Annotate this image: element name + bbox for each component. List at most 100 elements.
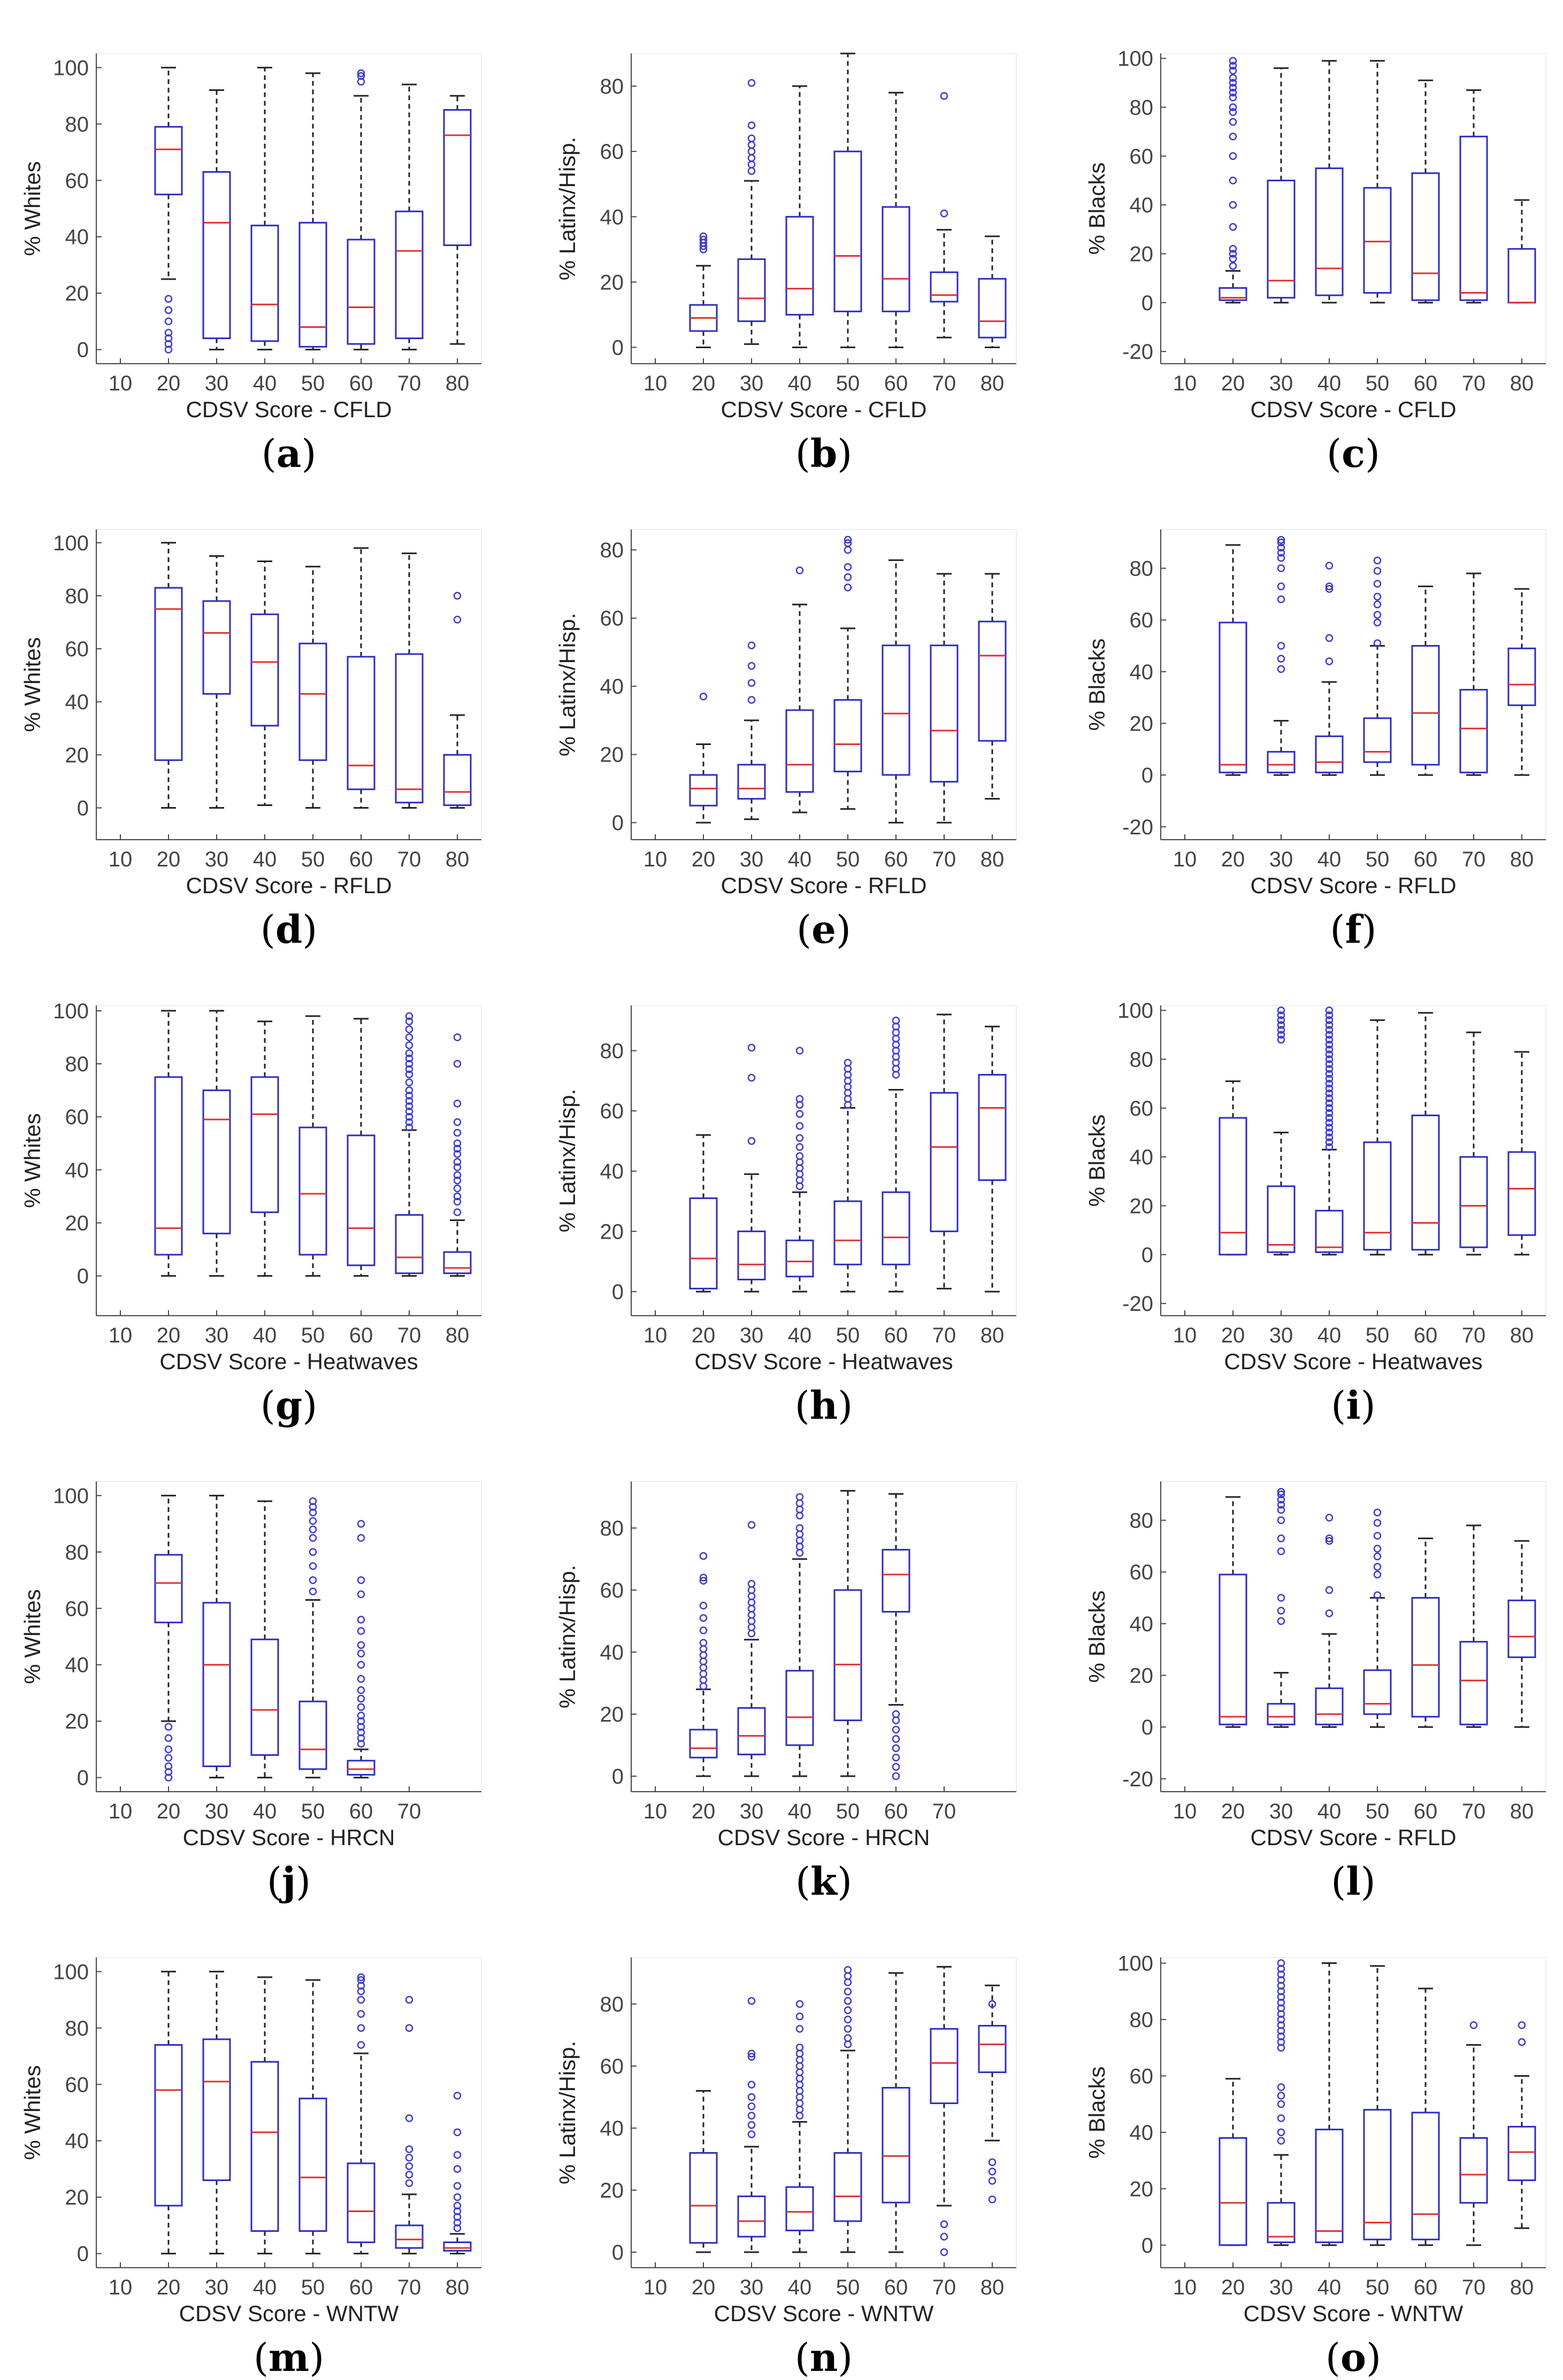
outlier-point (1277, 665, 1285, 673)
outlier-point (1277, 1026, 1285, 1034)
outlier-point (405, 1012, 413, 1020)
iqr-box (882, 206, 910, 312)
panel-a: 0 20 40 60 80 100 10 20 30 40 50 60 70 80 CDSV Score -… (20, 53, 482, 422)
iqr-box (1315, 1210, 1344, 1253)
y-axis-label: % Blacks (1084, 1115, 1109, 1207)
outlier-point (1229, 83, 1237, 92)
x-axis-label: CDSV Score - HRCN (718, 1825, 930, 1850)
x-tick-label: 10 (643, 372, 668, 395)
box-60 (882, 91, 910, 348)
outlier-point (1373, 580, 1382, 588)
box-30 (202, 1010, 231, 1277)
iqr-box (689, 774, 718, 807)
outlier-point (1277, 2137, 1285, 2145)
outlier-point (405, 1065, 413, 1073)
outlier-point (1325, 1128, 1334, 1137)
iqr-box (1411, 1597, 1440, 1718)
outlier-point (747, 160, 756, 168)
outlier-point (844, 1972, 852, 1980)
box-50 (298, 1979, 327, 2255)
x-tick-label: 40 (788, 1800, 812, 1823)
y-tick-label: 60 (600, 140, 624, 164)
outlier-point (795, 2068, 804, 2076)
panel-e: 0 20 40 60 80 10 20 30 40 50 60 70 80 CDSV Score - RF… (555, 529, 1017, 898)
outlier-point (357, 1576, 365, 1584)
x-tick-label: 70 (397, 372, 422, 395)
outlier-point (1277, 1035, 1285, 1044)
iqr-box (298, 221, 327, 348)
x-tick-label: 10 (1173, 1800, 1197, 1823)
box-60 (1411, 1012, 1440, 1256)
box-40 (1315, 1006, 1344, 1256)
x-tick-label: 70 (397, 2276, 422, 2299)
outlier-point (844, 1978, 852, 1986)
iqr-box (395, 210, 424, 340)
iqr-box (978, 620, 1007, 742)
x-axis-label: CDSV Score - RFLD (721, 873, 926, 898)
iqr-box (1459, 689, 1488, 773)
outlier-point (357, 1729, 365, 1737)
outlier-point (747, 2112, 756, 2120)
box-80 (1507, 588, 1536, 776)
plot-frame (1160, 1481, 1546, 1792)
iqr-box (833, 150, 862, 312)
box-70 (1459, 572, 1488, 776)
outlier-point (1325, 1138, 1334, 1146)
box-80 (978, 1984, 1007, 2204)
y-tick-label: 0 (612, 811, 624, 835)
outlier-point (747, 1580, 756, 1588)
outlier-point (795, 2056, 804, 2064)
outlier-point (357, 1982, 365, 1990)
y-tick-label: 0 (612, 336, 624, 359)
outlier-point (453, 1033, 462, 1041)
x-tick-label: 10 (109, 1324, 133, 1347)
x-tick-label: 40 (1317, 2276, 1342, 2299)
outlier-point (1373, 567, 1382, 575)
iqr-box (395, 1214, 424, 1275)
box-60 (882, 1493, 910, 1780)
outlier-point (357, 1519, 365, 1528)
box-50 (1363, 556, 1392, 776)
outlier-point (988, 2195, 997, 2204)
x-tick-label: 60 (349, 2276, 373, 2299)
y-tick-label: 40 (65, 1158, 89, 1182)
iqr-box (1315, 1687, 1344, 1725)
outlier-point (1325, 1586, 1334, 1594)
outlier-point (164, 1762, 173, 1770)
outlier-point (405, 2145, 413, 2153)
x-tick-label: 60 (884, 848, 908, 871)
x-tick-label: 80 (980, 1324, 1005, 1347)
outlier-point (892, 1763, 900, 1771)
outlier-point (164, 1734, 173, 1742)
outlier-point (357, 1661, 365, 1669)
outlier-point (1277, 2092, 1285, 2100)
x-tick-label: 30 (205, 2276, 229, 2299)
iqr-box (689, 1197, 718, 1289)
iqr-box (978, 1074, 1007, 1181)
iqr-box (202, 600, 231, 695)
iqr-box (737, 1707, 766, 1755)
outlier-point (405, 2170, 413, 2179)
y-tick-label: 0 (612, 1765, 624, 1788)
panel-letter: c (1342, 431, 1365, 476)
outlier-point (357, 1987, 365, 1995)
x-tick-label: 40 (253, 372, 277, 395)
iqr-box (1411, 172, 1440, 301)
box-30 (202, 1970, 231, 2255)
outlier-point (357, 72, 365, 80)
x-tick-label: 70 (932, 372, 956, 395)
box-70 (1459, 1524, 1488, 1728)
outlier-point (164, 340, 173, 348)
iqr-box (833, 1200, 862, 1265)
x-tick-label: 80 (446, 1324, 470, 1347)
iqr-box (250, 1638, 279, 1756)
outlier-point (1373, 1552, 1382, 1561)
x-tick-label: 10 (1173, 372, 1197, 395)
x-tick-label: 40 (1317, 1800, 1342, 1823)
y-tick-label: 60 (1130, 1561, 1154, 1584)
iqr-box (689, 2152, 718, 2244)
plot-frame (96, 53, 482, 364)
x-tick-label: 20 (692, 2276, 716, 2299)
y-tick-label: 40 (1130, 1613, 1154, 1636)
panel-n: 0 20 40 60 80 10 20 30 40 50 60 70 80 CDSV Score - WN… (555, 1957, 1017, 2326)
